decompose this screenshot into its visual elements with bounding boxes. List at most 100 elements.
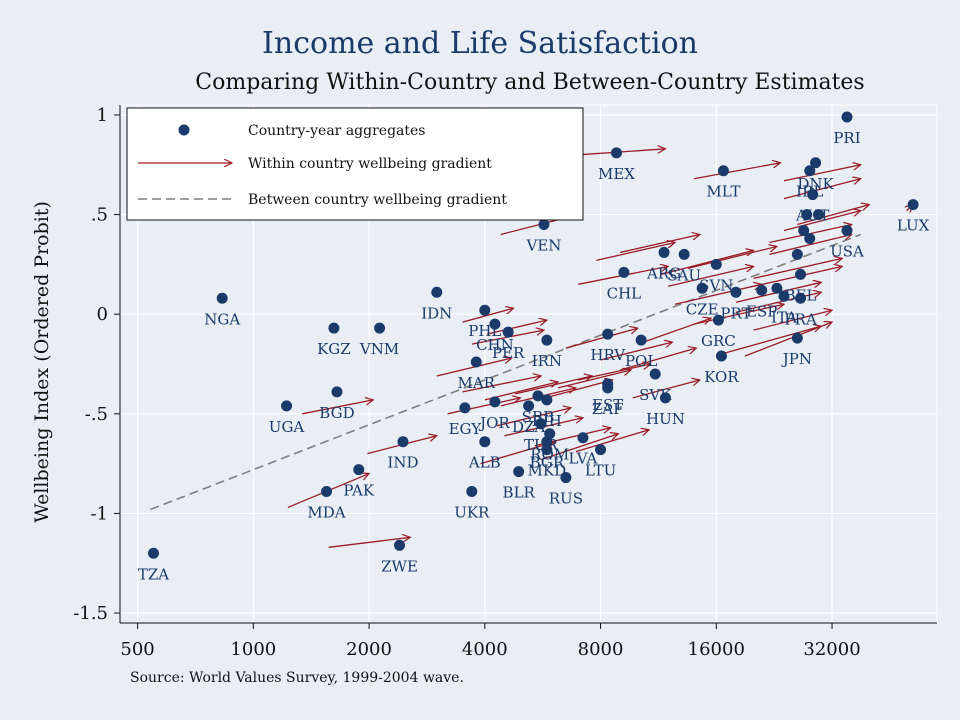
country-label: EGY — [449, 420, 483, 438]
within-country-arrows — [287, 149, 913, 548]
country-point — [541, 444, 553, 456]
country-point — [602, 382, 614, 394]
y-tick-label: -1.5 — [73, 603, 108, 624]
within-country-arrow — [721, 326, 821, 355]
within-country-arrow — [693, 163, 780, 180]
country-label: VEN — [525, 237, 561, 255]
x-tick-label: 500 — [120, 639, 154, 660]
country-point — [710, 258, 722, 270]
country-point — [807, 189, 819, 201]
legend-item-between: Between country wellbeing gradient — [248, 192, 507, 208]
country-label: RUS — [549, 490, 583, 508]
country-point — [696, 282, 708, 294]
country-point — [798, 225, 810, 237]
within-country-arrow — [302, 400, 373, 415]
country-point — [281, 400, 293, 412]
country-point — [489, 318, 501, 330]
country-label: ITA — [771, 308, 797, 326]
country-point — [841, 111, 853, 123]
country-label: MDA — [307, 504, 345, 522]
country-point — [610, 147, 622, 159]
within-country-arrow — [328, 537, 411, 548]
country-label: UKR — [454, 504, 490, 522]
country-label: UGA — [269, 418, 305, 436]
country-point — [791, 332, 803, 344]
country-point — [374, 322, 386, 334]
country-point — [321, 486, 333, 498]
legend-box — [126, 107, 584, 221]
country-point — [712, 314, 724, 326]
country-point — [513, 466, 525, 478]
source-note: Source: World Values Survey, 1999-2004 w… — [130, 670, 464, 686]
country-label: EST — [592, 396, 623, 414]
chart-title: Income and Life Satisfaction — [262, 26, 698, 61]
country-point — [479, 436, 491, 448]
within-country-arrow — [668, 266, 753, 287]
y-tick-label: -1 — [90, 503, 108, 524]
country-point — [394, 539, 406, 551]
legend-item-within: Within country wellbeing gradient — [248, 156, 492, 172]
within-country-arrow — [540, 434, 618, 461]
country-label: IND — [387, 454, 418, 472]
country-label: POL — [625, 352, 657, 370]
country-label: PHL — [468, 322, 501, 340]
country-label: ESP — [746, 302, 777, 320]
country-label: SVK — [639, 386, 672, 404]
country-label: IRN — [532, 352, 562, 370]
country-label: SRB — [522, 408, 555, 426]
country-point — [717, 165, 729, 177]
within-country-arrow — [797, 205, 869, 226]
country-point — [431, 286, 443, 298]
country-point — [795, 292, 807, 304]
country-point — [810, 157, 822, 169]
country-point — [148, 547, 160, 559]
country-point — [795, 268, 807, 280]
country-point — [479, 304, 491, 316]
country-point — [804, 165, 816, 177]
country-label: BGD — [319, 404, 354, 422]
country-point — [523, 400, 535, 412]
country-label: MEX — [598, 165, 635, 183]
country-label: DNK — [797, 175, 834, 193]
country-point — [577, 432, 589, 444]
country-label: ARG — [646, 264, 681, 282]
within-country-arrow — [486, 320, 547, 335]
country-point — [397, 436, 409, 448]
country-point — [466, 486, 478, 498]
country-point — [791, 248, 803, 260]
x-tick-label: 32000 — [803, 639, 860, 660]
country-point — [541, 394, 553, 406]
country-point — [489, 396, 501, 408]
country-point — [812, 209, 824, 221]
within-country-arrow — [632, 380, 700, 399]
country-label: SVN — [699, 276, 733, 294]
country-label: ROM — [530, 446, 569, 464]
country-label: LTU — [585, 462, 616, 480]
country-label: HUN — [646, 410, 685, 428]
y-tick-label: -.5 — [85, 404, 108, 425]
y-tick-label: 0 — [97, 304, 108, 325]
within-country-arrow — [687, 246, 777, 270]
within-country-arrow — [596, 242, 675, 262]
within-country-arrow — [565, 328, 638, 349]
country-label: KGZ — [317, 340, 351, 358]
country-points — [148, 111, 919, 559]
x-tick-label: 4000 — [462, 639, 508, 660]
country-label: PER — [492, 344, 525, 362]
country-point — [502, 326, 514, 338]
within-country-arrow — [674, 284, 762, 305]
between-country-trend-line — [150, 233, 862, 511]
within-country-arrow — [769, 235, 851, 256]
country-label: USA — [830, 243, 864, 261]
country-label: NGA — [204, 310, 240, 328]
country-label: BGR — [530, 454, 565, 472]
country-point — [560, 472, 572, 484]
country-label: IDN — [421, 304, 452, 322]
country-label: BEL — [785, 286, 817, 304]
country-point — [459, 402, 471, 414]
legend: Country-year aggregates Within country w… — [126, 107, 584, 221]
country-point — [538, 219, 550, 231]
country-label: ZWE — [381, 557, 418, 575]
